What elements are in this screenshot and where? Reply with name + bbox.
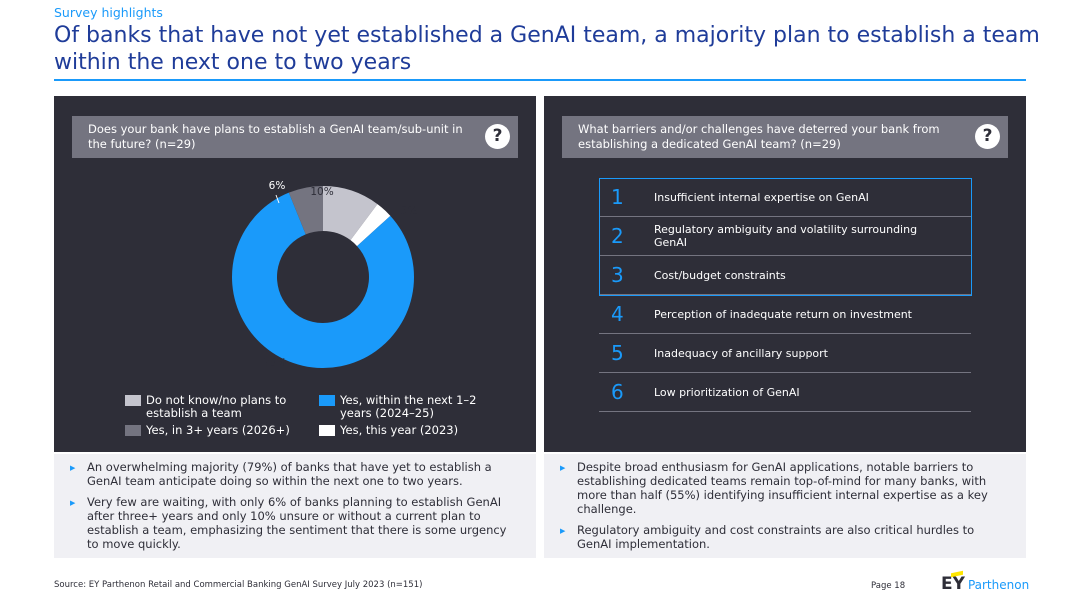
ranking-row: 6 Low prioritization of GenAI — [599, 373, 971, 412]
plans-question-box: Does your bank have plans to establish a… — [72, 116, 518, 158]
donut-slice-1 — [350, 204, 391, 247]
barriers-ranking-list: 1 Insufficient internal expertise on GenA… — [599, 178, 971, 412]
donut-slice-2 — [231, 192, 414, 368]
ranking-row: 2 Regulatory ambiguity and volatility sur… — [599, 217, 971, 256]
donut-label-0: 10% — [310, 186, 333, 198]
barriers-panel: What barriers and/or challenges have det… — [544, 96, 1026, 452]
plans-donut-chart: 10% 3% 79% 6% — [231, 180, 418, 369]
ranking-text: Cost/budget constraints — [654, 268, 786, 282]
takeaway-bullet: Very few are waiting, with only 6% of ba… — [70, 495, 518, 551]
ranking-number: 6 — [611, 380, 624, 404]
barriers-takeaways: Despite broad enthusiasm for GenAI appli… — [544, 454, 1026, 558]
ranking-text: Low prioritization of GenAI — [654, 385, 800, 399]
donut-label-1: 3% — [401, 205, 418, 217]
legend-label: Yes, within the next 1–2 years (2024–25) — [340, 393, 477, 420]
logo-brand-text: Parthenon — [967, 578, 1030, 592]
donut-label-2: 79% — [263, 357, 286, 369]
ranking-row: 1 Insufficient internal expertise on GenA… — [599, 178, 971, 217]
ranking-text: Regulatory ambiguity and volatility surr… — [654, 223, 918, 249]
takeaway-bullet: Despite broad enthusiasm for GenAI appli… — [560, 460, 1008, 516]
ranking-text: Perception of inadequate return on inves… — [654, 307, 912, 321]
legend-item: Yes, within the next 1–2 years (2024–25) — [319, 394, 489, 420]
ranking-number: 4 — [611, 302, 624, 326]
plans-question: Does your bank have plans to establish a… — [88, 122, 463, 151]
donut-slice-0 — [323, 186, 378, 241]
barriers-question: What barriers and/or challenges have det… — [578, 122, 940, 151]
ranking-number: 5 — [611, 341, 624, 365]
page-title: Of banks that have not yet established a… — [54, 23, 1040, 75]
ranking-row: 5 Inadequacy of ancillary support — [599, 334, 971, 373]
donut-leader-line — [275, 194, 280, 204]
donut-slice-3 — [288, 186, 323, 235]
ranking-row: 3 Cost/budget constraints — [599, 256, 971, 295]
legend-swatch — [125, 395, 141, 406]
logo-ey-text: EY — [941, 574, 965, 594]
legend-swatch — [319, 395, 335, 406]
ey-parthenon-logo: EY Parthenon — [941, 574, 1029, 594]
legend-label: Do not know/no plans to establish a team — [146, 393, 287, 420]
legend-swatch — [319, 425, 335, 436]
ranking-row: 4 Perception of inadequate return on inve… — [599, 295, 971, 334]
question-mark-icon[interactable]: ? — [485, 124, 510, 149]
ranking-number: 3 — [611, 263, 624, 287]
legend-item: Yes, this year (2023) — [319, 424, 489, 437]
donut-label-3: 6% — [269, 180, 286, 192]
legend-label: Yes, in 3+ years (2026+) — [146, 423, 290, 437]
barriers-question-box: What barriers and/or challenges have det… — [562, 116, 1008, 158]
source-note: Source: EY Parthenon Retail and Commerci… — [54, 580, 423, 590]
legend-item: Yes, in 3+ years (2026+) — [125, 424, 295, 437]
title-divider — [54, 79, 1026, 81]
ranking-number: 2 — [611, 224, 624, 248]
ranking-text: Inadequacy of ancillary support — [654, 346, 828, 360]
section-eyebrow: Survey highlights — [54, 5, 163, 20]
plans-panel: Does your bank have plans to establish a… — [54, 96, 536, 452]
takeaway-bullet: An overwhelming majority (79%) of banks … — [70, 460, 518, 488]
legend-label: Yes, this year (2023) — [340, 423, 459, 437]
page-number: Page 18 — [871, 581, 906, 591]
plans-takeaways: An overwhelming majority (79%) of banks … — [54, 454, 536, 558]
takeaway-bullet: Regulatory ambiguity and cost constraint… — [560, 523, 1008, 551]
ranking-text: Insufficient internal expertise on GenAI — [654, 190, 869, 204]
legend-item: Do not know/no plans to establish a team — [125, 394, 295, 420]
ranking-number: 1 — [611, 185, 624, 209]
question-mark-icon[interactable]: ? — [975, 124, 1000, 149]
legend-swatch — [125, 425, 141, 436]
